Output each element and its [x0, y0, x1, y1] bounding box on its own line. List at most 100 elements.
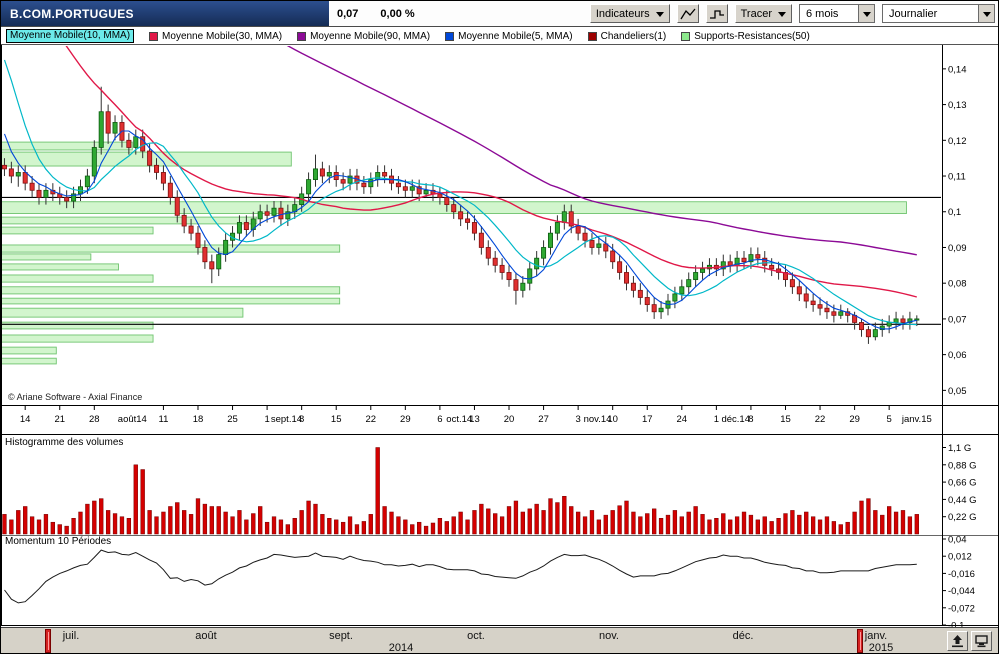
svg-text:14: 14 — [20, 414, 31, 425]
indicateurs-dropdown[interactable]: Indicateurs — [589, 4, 670, 23]
svg-text:nov.14: nov.14 — [584, 414, 612, 425]
indicator-legend: Moyenne Mobile(10, MMA) Moyenne Mobile(3… — [1, 28, 998, 45]
nav-month-juil: juil. — [62, 630, 80, 642]
svg-text:6: 6 — [437, 414, 442, 425]
legend-label: Moyenne Mobile(5, MMA) — [458, 30, 573, 42]
export-icon — [952, 635, 963, 648]
nav-year-2015: 2015 — [868, 642, 894, 654]
svg-text:-0,016: -0,016 — [948, 569, 975, 580]
svg-text:11: 11 — [158, 414, 168, 425]
range-start-marker[interactable] — [45, 629, 51, 653]
svg-text:20: 20 — [504, 414, 515, 425]
legend-label: Chandeliers(1) — [600, 30, 667, 42]
nav-month-oct: oct. — [467, 630, 485, 642]
chevron-down-icon — [778, 11, 786, 21]
step-style-button[interactable] — [705, 4, 728, 23]
svg-text:0,04: 0,04 — [948, 535, 967, 546]
svg-text:0,44 G: 0,44 G — [948, 495, 977, 506]
period-value: 6 mois — [806, 7, 839, 20]
svg-text:24: 24 — [677, 414, 688, 425]
svg-text:0,11: 0,11 — [948, 172, 966, 183]
svg-text:0,66 G: 0,66 G — [948, 478, 977, 489]
svg-text:22: 22 — [365, 414, 376, 425]
tracer-dropdown[interactable]: Tracer — [734, 4, 792, 23]
legend-label: Moyenne Mobile(30, MMA) — [162, 30, 283, 42]
momentum-section-label: Momentum 10 Périodes — [5, 536, 112, 547]
svg-text:0,07: 0,07 — [948, 314, 967, 325]
price-change: 0,00 % — [380, 7, 415, 20]
svg-text:28: 28 — [89, 414, 100, 425]
svg-text:0,1: 0,1 — [948, 207, 961, 218]
legend-item-mma10[interactable]: Moyenne Mobile(10, MMA) — [6, 29, 135, 43]
svg-text:oct.14: oct.14 — [446, 414, 472, 425]
svg-text:8: 8 — [748, 414, 753, 425]
legend-item-chandeliers[interactable]: Chandeliers(1) — [587, 30, 667, 42]
timeframe-select[interactable]: Journalier — [882, 4, 995, 23]
svg-text:janv.15: janv.15 — [901, 414, 932, 425]
instrument-title: B.COM.PORTUGUES — [1, 1, 329, 26]
svg-text:0,06: 0,06 — [948, 350, 967, 361]
chevron-down-icon — [982, 11, 991, 21]
svg-text:0,09: 0,09 — [948, 243, 967, 254]
nav-month-sept: sept. — [329, 630, 353, 642]
last-price: 0,07 — [337, 7, 359, 20]
svg-text:0,88 G: 0,88 G — [948, 460, 977, 471]
export-chart-button[interactable] — [947, 631, 968, 651]
svg-text:29: 29 — [400, 414, 411, 425]
svg-text:22: 22 — [815, 414, 826, 425]
legend-label: Moyenne Mobile(90, MMA) — [310, 30, 431, 42]
svg-text:1,1 G: 1,1 G — [948, 443, 971, 454]
svg-text:3: 3 — [575, 414, 580, 425]
nav-year-2014: 2014 — [388, 642, 414, 654]
svg-text:sept.14: sept.14 — [271, 414, 302, 425]
range-end-marker[interactable] — [857, 629, 863, 653]
svg-text:27: 27 — [538, 414, 549, 425]
nav-month-janv: janv. — [864, 630, 888, 642]
toolbar: B.COM.PORTUGUES 0,07 0,00 % Indicateurs … — [1, 1, 998, 27]
svg-text:17: 17 — [642, 414, 653, 425]
svg-text:1: 1 — [714, 414, 719, 425]
svg-text:août14: août14 — [118, 414, 147, 425]
svg-text:-0,044: -0,044 — [948, 586, 975, 597]
svg-text:0,14: 0,14 — [948, 64, 967, 75]
legend-label: Supports-Resistances(50) — [694, 30, 810, 42]
timeline-scrollbar[interactable]: juil. août sept. oct. nov. déc. janv. 20… — [1, 627, 998, 654]
chevron-down-icon — [655, 11, 664, 21]
timeframe-value: Journalier — [889, 7, 938, 20]
nav-month-aout: août — [195, 630, 217, 642]
combo-arrow-button[interactable] — [978, 5, 994, 22]
supports-resistances-color-swatch — [681, 31, 691, 41]
svg-text:10: 10 — [607, 414, 618, 425]
period-select[interactable]: 6 mois — [799, 4, 875, 23]
chevron-down-icon — [862, 11, 871, 21]
legend-item-mma90[interactable]: Moyenne Mobile(90, MMA) — [297, 31, 430, 42]
legend-item-supports-resistances[interactable]: Supports-Resistances(50) — [681, 31, 810, 42]
svg-text:-0,1: -0,1 — [948, 621, 964, 628]
nav-month-nov: nov. — [599, 630, 619, 642]
svg-text:13: 13 — [469, 414, 480, 425]
svg-text:15: 15 — [331, 414, 342, 425]
svg-text:18: 18 — [193, 414, 204, 425]
svg-text:0,22 G: 0,22 G — [948, 512, 977, 523]
mma30-color-swatch — [149, 31, 159, 41]
svg-text:1: 1 — [264, 414, 269, 425]
tracer-label: Tracer — [740, 7, 772, 20]
chandeliers-color-swatch — [587, 31, 597, 41]
print-chart-button[interactable] — [971, 631, 992, 651]
mma90-color-swatch — [297, 31, 307, 41]
svg-text:25: 25 — [227, 414, 238, 425]
svg-text:5: 5 — [887, 414, 892, 425]
svg-text:-0,072: -0,072 — [948, 603, 975, 614]
svg-text:0,12: 0,12 — [948, 136, 967, 147]
price-chart-canvas[interactable]: 14 21 28 août14 11 18 25 1 sept.148 15 22 29 6 oct.14… — [1, 45, 999, 627]
svg-text:0,13: 0,13 — [948, 100, 967, 111]
legend-item-mma30[interactable]: Moyenne Mobile(30, MMA) — [149, 31, 282, 42]
svg-text:15: 15 — [780, 414, 791, 425]
printer-icon — [975, 635, 988, 648]
legend-item-mma5[interactable]: Moyenne Mobile(5, MMA) — [445, 30, 573, 42]
combo-arrow-button[interactable] — [858, 5, 874, 22]
svg-text:0,012: 0,012 — [948, 552, 972, 563]
line-chart-icon — [680, 8, 696, 19]
line-style-button[interactable] — [676, 4, 699, 23]
